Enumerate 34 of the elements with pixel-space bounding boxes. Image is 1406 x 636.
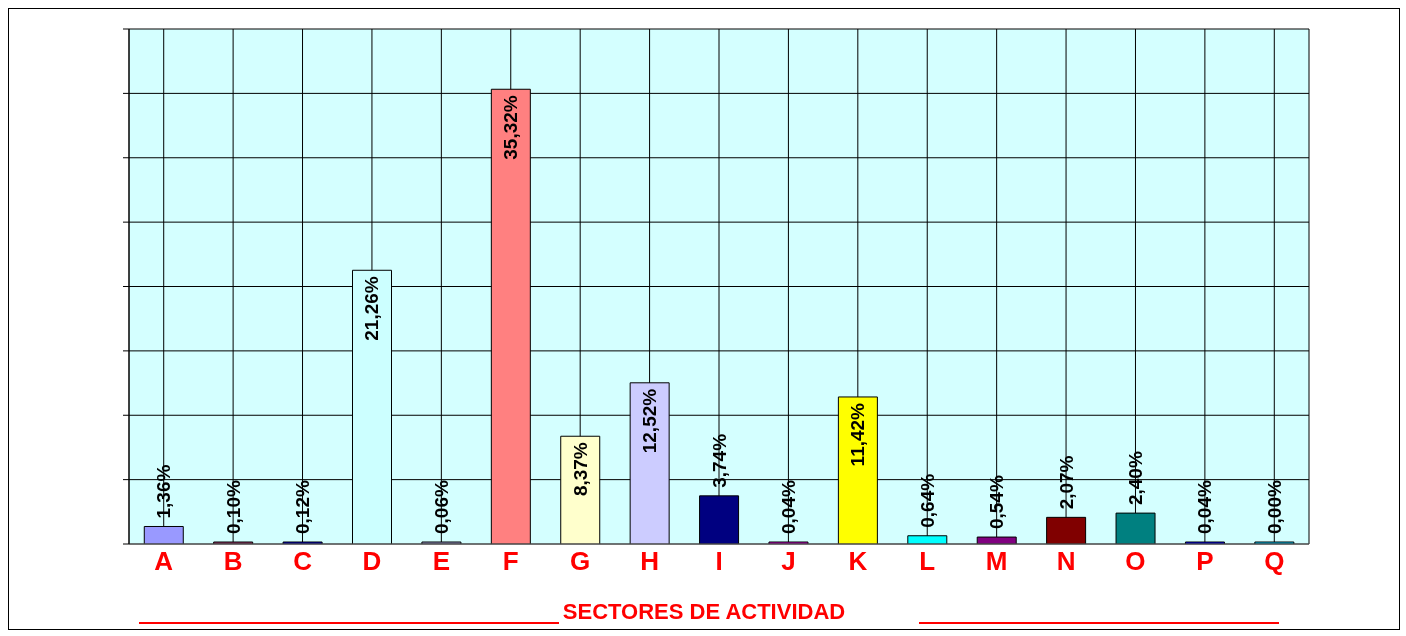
x-tick-label: J bbox=[781, 546, 796, 577]
x-tick-label: C bbox=[293, 546, 313, 577]
x-tick-label: A bbox=[154, 546, 174, 577]
x-tick-label: G bbox=[570, 546, 591, 577]
data-label: 0,64% bbox=[916, 473, 938, 528]
data-label: 0,00% bbox=[1263, 480, 1285, 534]
data-label: 0,04% bbox=[1194, 480, 1216, 534]
data-label: 21,26% bbox=[361, 276, 383, 341]
x-tick-label: F bbox=[502, 546, 519, 577]
x-tick-label: B bbox=[223, 546, 243, 577]
data-label: 1,36% bbox=[153, 464, 175, 519]
x-tick-label: K bbox=[848, 546, 868, 577]
data-label: 0,06% bbox=[430, 480, 452, 534]
data-label: 3,74% bbox=[708, 433, 730, 488]
data-label: 8,37% bbox=[569, 442, 591, 497]
data-label: 2,40% bbox=[1125, 451, 1147, 506]
data-label: 2,07% bbox=[1055, 455, 1077, 510]
data-label: 35,32% bbox=[500, 95, 522, 160]
x-axis-title: SECTORES DE ACTIVIDAD bbox=[561, 599, 847, 625]
data-label: 0,04% bbox=[777, 480, 799, 534]
x-tick-label: H bbox=[640, 546, 659, 577]
x-tick-label: Q bbox=[1264, 546, 1285, 577]
x-tick-label: D bbox=[362, 546, 382, 577]
x-tick-label: L bbox=[919, 546, 936, 577]
x-tick-label: E bbox=[432, 546, 451, 577]
data-label: 0,10% bbox=[222, 480, 244, 534]
x-tick-label: O bbox=[1125, 546, 1146, 577]
data-label: 11,42% bbox=[847, 402, 869, 467]
data-label: 0,54% bbox=[986, 475, 1008, 530]
x-tick-label: I bbox=[715, 546, 723, 577]
data-label: 12,52% bbox=[639, 388, 661, 454]
x-tick-label: P bbox=[1196, 546, 1214, 577]
x-tick-label: N bbox=[1056, 546, 1076, 577]
x-tick-label: M bbox=[985, 546, 1008, 577]
